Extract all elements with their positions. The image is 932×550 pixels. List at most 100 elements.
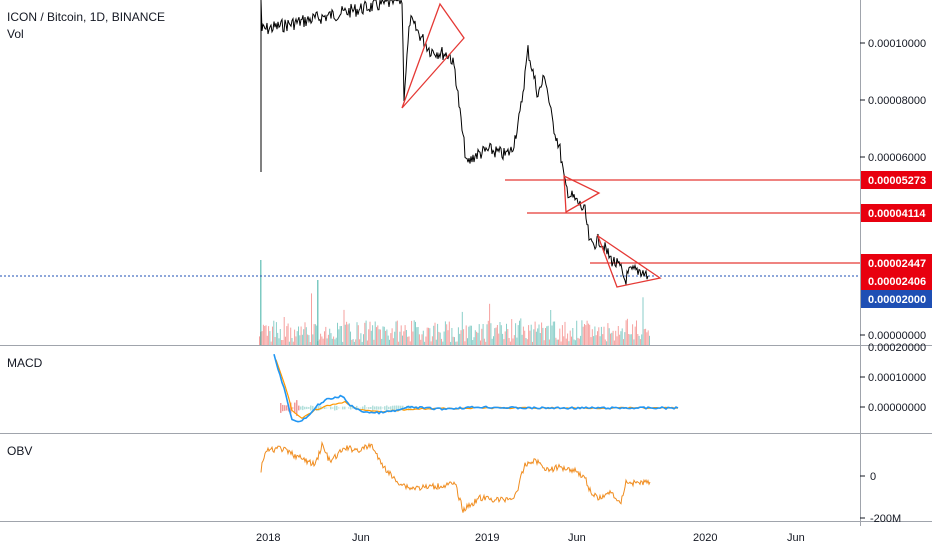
volume-bars bbox=[259, 260, 650, 345]
volume-bar bbox=[425, 336, 427, 345]
volume-bar bbox=[638, 335, 640, 345]
volume-bar bbox=[629, 334, 631, 345]
volume-bar bbox=[530, 324, 532, 345]
triangle-pattern-1[interactable] bbox=[401, 2, 465, 109]
obv-scale[interactable]: 0 -200M bbox=[860, 471, 901, 525]
volume-bar bbox=[619, 334, 621, 345]
volume-bar bbox=[526, 339, 528, 345]
volume-bar bbox=[568, 341, 570, 345]
volume-bar bbox=[487, 320, 489, 345]
volume-bar bbox=[616, 336, 618, 345]
volume-bar bbox=[613, 340, 615, 345]
volume-bar bbox=[643, 329, 645, 345]
volume-bar bbox=[382, 326, 384, 345]
volume-bar bbox=[418, 334, 420, 345]
macd-hist-bar bbox=[280, 403, 282, 413]
volume-bar bbox=[366, 340, 368, 345]
horizontal-levels[interactable] bbox=[505, 179, 860, 264]
price-tag-bg-00002406 bbox=[861, 272, 932, 290]
macd-hist-bar bbox=[382, 407, 384, 409]
volume-bar bbox=[558, 339, 559, 345]
triangle-patterns[interactable] bbox=[401, 2, 662, 288]
volume-bar bbox=[348, 323, 350, 345]
volume-bar bbox=[435, 339, 437, 345]
volume-bar bbox=[499, 322, 501, 345]
macd-hist-bar bbox=[394, 405, 396, 411]
volume-bar bbox=[438, 331, 440, 345]
volume-bar bbox=[571, 336, 572, 345]
volume-bar bbox=[589, 324, 591, 345]
volume-bar bbox=[538, 324, 540, 345]
volume-bar bbox=[507, 329, 509, 345]
macd-tick-label: 0.00000000 bbox=[868, 402, 926, 414]
volume-bar bbox=[434, 322, 436, 345]
volume-bar bbox=[430, 341, 432, 345]
macd-hist-bar bbox=[386, 405, 388, 411]
volume-bar bbox=[448, 321, 450, 345]
volume-bar bbox=[343, 309, 345, 345]
volume-bar bbox=[517, 325, 519, 345]
macd-hist-bar bbox=[286, 405, 288, 411]
macd-hist-bar bbox=[360, 407, 362, 409]
volume-bar bbox=[565, 338, 567, 345]
volume-bar bbox=[405, 330, 407, 345]
volume-bar bbox=[581, 320, 583, 345]
volume-bar bbox=[444, 321, 446, 345]
volume-bar bbox=[363, 334, 364, 345]
price-series-line bbox=[260, 0, 649, 285]
volume-bar bbox=[632, 324, 634, 345]
volume-bar bbox=[298, 326, 299, 345]
macd-hist-bar bbox=[396, 405, 398, 411]
volume-bar bbox=[626, 318, 628, 345]
price-tag-00002447: 0.00002447 bbox=[868, 258, 926, 270]
volume-bar bbox=[587, 323, 589, 345]
volume-bar bbox=[628, 334, 630, 345]
volume-bar bbox=[330, 333, 332, 345]
price-tag-00002406: 0.00002406 bbox=[868, 276, 926, 288]
macd-hist-bar bbox=[316, 405, 318, 411]
volume-bar bbox=[379, 329, 381, 345]
volume-bar bbox=[509, 341, 511, 345]
volume-bar bbox=[360, 333, 362, 345]
volume-bar bbox=[607, 323, 609, 345]
volume-bar bbox=[373, 339, 375, 345]
volume-bar bbox=[519, 320, 520, 345]
volume-bar bbox=[534, 321, 536, 345]
volume-bar bbox=[305, 327, 307, 345]
volume-bar bbox=[469, 325, 471, 345]
volume-bar bbox=[286, 326, 288, 345]
volume-bar bbox=[416, 327, 418, 345]
volume-bar bbox=[476, 331, 478, 345]
volume-bar bbox=[338, 329, 340, 345]
macd-hist-bar bbox=[336, 405, 338, 411]
volume-bar bbox=[472, 340, 474, 345]
volume-bar bbox=[456, 341, 458, 345]
macd-scale[interactable]: 0.00020000 0.00010000 0.00000000 bbox=[860, 342, 926, 414]
volume-bar bbox=[585, 325, 587, 345]
volume-bar bbox=[408, 336, 410, 345]
volume-bar bbox=[387, 335, 389, 345]
volume-bar bbox=[351, 339, 353, 345]
volume-bar bbox=[274, 337, 276, 345]
triangle-pattern-2[interactable] bbox=[563, 174, 601, 214]
triangle-pattern-3[interactable] bbox=[596, 234, 662, 288]
macd-hist-bar bbox=[370, 407, 372, 409]
chart-frame bbox=[0, 0, 932, 526]
time-axis[interactable]: 2018 Jun 2019 Jun 2020 Jun bbox=[256, 532, 805, 544]
volume-bar bbox=[355, 339, 357, 345]
volume-bar bbox=[376, 327, 377, 345]
volume-bar bbox=[417, 327, 419, 345]
volume-bar bbox=[378, 329, 380, 345]
volume-bar bbox=[595, 335, 597, 345]
volume-bar bbox=[317, 280, 319, 345]
volume-bar bbox=[385, 330, 387, 345]
volume-bar bbox=[344, 324, 346, 345]
price-tag-bg-00004114 bbox=[861, 204, 932, 222]
price-scale[interactable]: 0.00010000 0.00008000 0.00006000 0.00000… bbox=[860, 38, 926, 342]
volume-bar bbox=[642, 297, 644, 345]
volume-bar bbox=[277, 332, 279, 345]
macd-hist-bar bbox=[284, 405, 286, 411]
volume-bar bbox=[547, 325, 549, 345]
volume-bar bbox=[299, 335, 301, 345]
